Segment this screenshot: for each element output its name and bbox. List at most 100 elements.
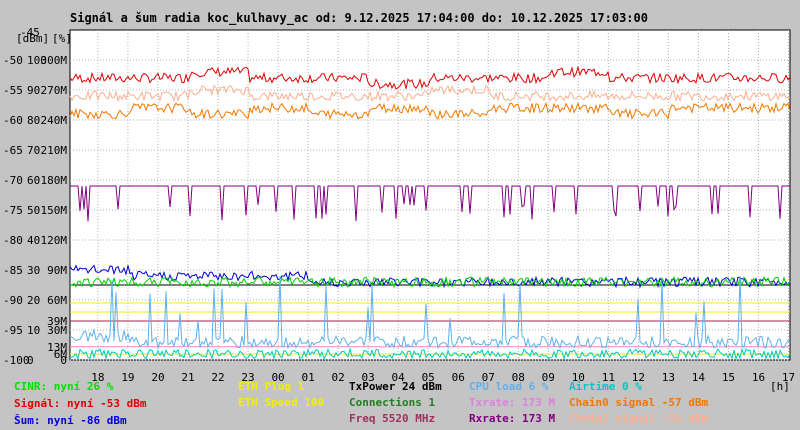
series-chain1 xyxy=(69,84,791,103)
chart-title: Signál a šum radia koc_kulhavy_ac od: 9.… xyxy=(70,11,648,26)
y-tick-dbm: -75 xyxy=(3,204,23,217)
series-airtime xyxy=(69,347,791,361)
legend-col2-0: ETH Plug 1 xyxy=(238,380,305,393)
y-tick-rate: 300M xyxy=(41,54,68,67)
grid xyxy=(70,30,790,361)
y-tick-rate: 150M xyxy=(41,204,68,217)
y-tick-7: -85 30 90M xyxy=(3,264,67,277)
x-tick-03: 03 xyxy=(362,371,375,384)
y-tick-percent: 80 xyxy=(27,114,40,127)
y-unit-dbm: [dBm] xyxy=(16,32,49,45)
y-tick-rate: 180M xyxy=(41,174,68,187)
y-tick-percent: 20 xyxy=(27,294,40,307)
legend-col5-2: Chain1 signal -56 dBm xyxy=(569,412,708,425)
legend-col4-0: CPU load 6 % xyxy=(469,380,549,393)
x-tick-06: 06 xyxy=(452,371,465,384)
y-tick-9: -95 10 30M xyxy=(3,324,67,337)
x-tick-18: 18 xyxy=(91,371,104,384)
legend-col3-2: Freq 5520 MHz xyxy=(349,412,435,425)
y-tick-percent: 100 xyxy=(27,54,47,67)
y-tick-dbm: -80 xyxy=(3,234,23,247)
series-signal xyxy=(69,65,791,90)
y-tick-percent: 60 xyxy=(27,174,40,187)
legend-col5-1: Chain0 signal -57 dBm xyxy=(569,396,708,409)
legend-col5-0: Airtime 0 % xyxy=(569,380,642,393)
legend-col1-0: CINR: nyní 26 % xyxy=(14,380,114,393)
x-tick-05: 05 xyxy=(422,371,435,384)
y-tick-rate: 270M xyxy=(41,84,68,97)
x-tick-16: 16 xyxy=(752,371,765,384)
series-cinr xyxy=(69,275,791,289)
legend-col2-1: ETH Speed 100 xyxy=(238,396,324,409)
x-tick-11: 11 xyxy=(602,371,615,384)
y-tick-percent: 90 xyxy=(27,84,40,97)
x-tick-08: 08 xyxy=(512,371,525,384)
x-tick-14: 14 xyxy=(692,371,706,384)
y-tick-1: -55 90 270M xyxy=(3,84,67,97)
legend-col1-2: Šum: nyní -86 dBm xyxy=(14,414,127,427)
y-tick-dbm: -70 xyxy=(3,174,23,187)
y-tick-rate: 0 xyxy=(60,354,67,367)
y-tick-rate: 210M xyxy=(41,144,68,157)
rate-side-label-1: 13M xyxy=(47,341,67,354)
x-tick-17: 17 xyxy=(782,371,795,384)
x-tick-13: 13 xyxy=(662,371,675,384)
y-tick-rate: 60M xyxy=(47,294,67,307)
y-tick-rate: 90M xyxy=(47,264,67,277)
y-tick-rate: 120M xyxy=(41,234,68,247)
x-tick-21: 21 xyxy=(181,371,194,384)
x-tick-22: 22 xyxy=(211,371,224,384)
x-tick-04: 04 xyxy=(392,371,406,384)
rate-side-label-2: 6M xyxy=(54,348,68,361)
y-tick-percent: 30 xyxy=(27,264,40,277)
y-tick-rate: 240M xyxy=(41,114,68,127)
y-tick-dbm: -50 xyxy=(3,54,23,67)
y-tick-percent: 40 xyxy=(27,234,40,247)
x-tick-23: 23 xyxy=(241,371,254,384)
x-tick-10: 10 xyxy=(572,371,585,384)
y-tick-percent: 10 xyxy=(27,324,40,337)
legend: CINR: nyní 26 % Signál: nyní -53 dBm Šum: … xyxy=(14,380,708,427)
y-tick-8: -90 20 60M xyxy=(3,294,67,307)
x-tick-09: 09 xyxy=(542,371,555,384)
y-tick-dbm: -95 xyxy=(3,324,23,337)
y-tick-dbm: -60 xyxy=(3,114,23,127)
y-tick-dbm: -90 xyxy=(3,294,23,307)
y-tick-dbm: -100 xyxy=(3,354,30,367)
y-top-value: -45 xyxy=(20,26,40,39)
x-tick-15: 15 xyxy=(722,371,735,384)
y-tick-2: -60 80 240M xyxy=(3,114,67,127)
y-tick-percent: 50 xyxy=(27,204,40,217)
x-ticks: 18 19 20 21 22 23 00 01 02 03 04 05 06 07 08 09 10 11 12 13… xyxy=(91,371,795,384)
x-tick-01: 01 xyxy=(301,371,314,384)
y-tick-6: -80 40 120M xyxy=(3,234,67,247)
legend-col1-1: Signál: nyní -53 dBm xyxy=(14,397,147,410)
y-tick-dbm: -85 xyxy=(3,264,23,277)
y-tick-dbm: -65 xyxy=(3,144,23,157)
x-tick-20: 20 xyxy=(151,371,164,384)
y-unit-percent: [%] xyxy=(52,32,72,45)
y-tick-4: -70 60 180M xyxy=(3,174,67,187)
legend-col3-0: TxPower 24 dBm xyxy=(349,380,442,393)
series-chain0 xyxy=(69,101,791,121)
legend-col3-1: Connections 1 xyxy=(349,396,435,409)
series-rxrate xyxy=(70,185,790,222)
y-tick-3: -65 70 210M xyxy=(3,144,67,157)
x-tick-19: 19 xyxy=(121,371,134,384)
x-axis-label: [h] xyxy=(770,380,790,393)
y-tick-percent: 70 xyxy=(27,144,40,157)
plot-area xyxy=(69,29,791,361)
y-tick-percent: 0 xyxy=(27,354,34,367)
x-tick-02: 02 xyxy=(331,371,344,384)
y-tick-rate: 30M xyxy=(47,324,67,337)
y-tick-dbm: -55 xyxy=(3,84,23,97)
legend-col4-2: Rxrate: 173 M xyxy=(469,412,555,425)
y-tick-5: -75 50 150M xyxy=(3,204,67,217)
series-cpu xyxy=(69,276,791,350)
legend-col4-1: Txrate: 173 M xyxy=(469,396,555,409)
x-tick-00: 00 xyxy=(271,371,284,384)
